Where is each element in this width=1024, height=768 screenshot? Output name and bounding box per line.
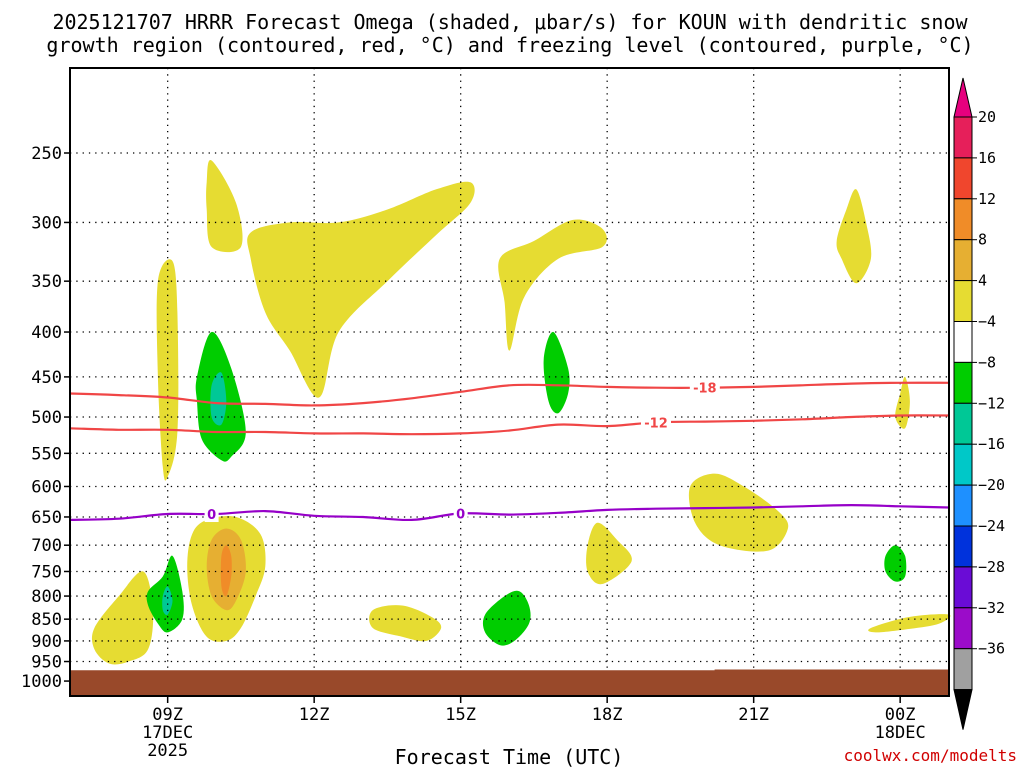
y-axis-pressure: 2503003504004505005506006507007508008509…	[21, 144, 70, 692]
colorbar-label-9: −16	[978, 435, 1005, 453]
colorbar-swatch-2	[953, 157, 973, 200]
omega-region-11	[688, 473, 789, 552]
colorbar-label-7: −8	[978, 353, 996, 371]
contour-label-0-2: 0	[456, 507, 465, 522]
x-tick-year-09Z: 2025	[147, 741, 188, 761]
y-tick-label-750: 750	[31, 562, 62, 582]
y-tick-label-400: 400	[31, 323, 62, 343]
contour-label--18-1: -18	[693, 382, 717, 397]
contour-line--12	[69, 414, 950, 436]
colorbar-label-5: 4	[978, 272, 987, 290]
x-tick-date-09Z: 17DEC	[142, 723, 193, 743]
contour-label-bg--18-1	[689, 379, 720, 396]
colorbar-swatch-11	[953, 525, 973, 568]
colorbar-label-14: −36	[978, 640, 1005, 658]
omega-region-16	[210, 372, 227, 426]
colorbar-swatch-1	[953, 116, 973, 159]
colorbar-label-4: 8	[978, 231, 987, 249]
contour-line--18	[69, 381, 950, 407]
y-tick-label-350: 350	[31, 272, 62, 292]
x-tick-label-12Z: 12Z	[299, 705, 330, 725]
y-tick-label-500: 500	[31, 408, 62, 428]
colorbar-label-2: 16	[978, 149, 996, 167]
credit-text: coolwx.com/modelts	[844, 746, 1017, 765]
plot-area: -18 -12 0 0	[69, 67, 951, 697]
y-tick-label-700: 700	[31, 536, 62, 556]
omega-region-3	[247, 181, 475, 398]
omega-region-18	[162, 586, 173, 616]
colorbar-swatch-12	[953, 566, 973, 609]
colorbar-swatch-9	[953, 443, 973, 486]
contour-label-bg--12-1	[641, 414, 671, 431]
colorbar-label-11: −24	[978, 517, 1005, 535]
colorbar-bottom-arrow	[953, 689, 973, 730]
colorbar-swatch-13	[953, 607, 973, 650]
colorbar-swatch-4	[953, 239, 973, 282]
chart-title-line1: 2025121707 HRRR Forecast Omega (shaded, …	[52, 10, 968, 34]
omega-region-5	[836, 189, 872, 284]
x-tick-label-00Z: 00Z	[885, 705, 916, 725]
y-tick-label-650: 650	[31, 508, 62, 528]
colorbar-label-8: −12	[978, 394, 1005, 412]
colorbar-swatch-8	[953, 402, 973, 445]
x-axis-label: Forecast Time (UTC)	[395, 745, 624, 768]
omega-region-2	[206, 160, 243, 253]
colorbar-label-12: −28	[978, 558, 1005, 576]
colorbar-swatch-6	[953, 321, 973, 363]
plot-frame	[69, 67, 950, 697]
x-tick-label-18Z: 18Z	[592, 705, 623, 725]
omega-region-20	[482, 590, 531, 646]
omega-shaded-regions	[91, 160, 951, 665]
colorbar-top-arrow	[953, 77, 973, 118]
omega-region-12	[868, 614, 951, 633]
x-tick-date-00Z: 18DEC	[875, 723, 926, 743]
colorbar-label-3: 12	[978, 190, 996, 208]
y-tick-label-850: 850	[31, 610, 62, 630]
omega-region-14	[220, 545, 232, 597]
contour-label-bg-0-1	[204, 506, 219, 523]
terrain-surface	[70, 669, 949, 696]
y-tick-label-450: 450	[31, 368, 62, 388]
omega-region-1	[156, 259, 179, 481]
colorbar-swatch-7	[953, 361, 973, 404]
omega-region-9	[369, 605, 442, 642]
y-tick-label-250: 250	[31, 144, 62, 164]
colorbar-legend: 20 16 12 8 4 −4 −8 −12 −16 −20 −24 −28 −32 −36	[953, 77, 1005, 730]
omega-region-19	[543, 331, 570, 414]
temperature-contours: -18 -12 0 0	[69, 379, 950, 523]
x-tick-label-09Z: 09Z	[152, 705, 183, 725]
contour-label-0-1: 0	[207, 508, 216, 523]
colorbar-label-10: −20	[978, 476, 1005, 494]
grid-lines	[70, 68, 949, 696]
y-tick-label-900: 900	[31, 632, 62, 652]
y-tick-label-800: 800	[31, 587, 62, 607]
x-tick-label-15Z: 15Z	[445, 705, 476, 725]
y-tick-label-550: 550	[31, 444, 62, 464]
y-tick-label-950: 950	[31, 653, 62, 673]
colorbar-label-1: 20	[978, 108, 996, 126]
contour-label-bg-0-2	[453, 505, 468, 522]
y-tick-label-1000: 1000	[21, 672, 62, 692]
chart-title-line2: growth region (contoured, red, °C) and f…	[46, 33, 973, 57]
colorbar-swatch-10	[953, 484, 973, 527]
contour-label--12-1: -12	[644, 416, 668, 431]
colorbar-swatch-5	[953, 280, 973, 323]
colorbar-label-6: −4	[978, 313, 996, 331]
omega-region-10	[586, 522, 632, 585]
colorbar-label-13: −32	[978, 599, 1005, 617]
omega-region-4	[498, 219, 607, 351]
x-tick-label-21Z: 21Z	[738, 705, 769, 725]
y-tick-label-300: 300	[31, 213, 62, 233]
colorbar-swatch-3	[953, 198, 973, 241]
colorbar-swatch-14	[953, 648, 973, 691]
y-tick-label-600: 600	[31, 477, 62, 497]
omega-region-7	[91, 571, 154, 665]
